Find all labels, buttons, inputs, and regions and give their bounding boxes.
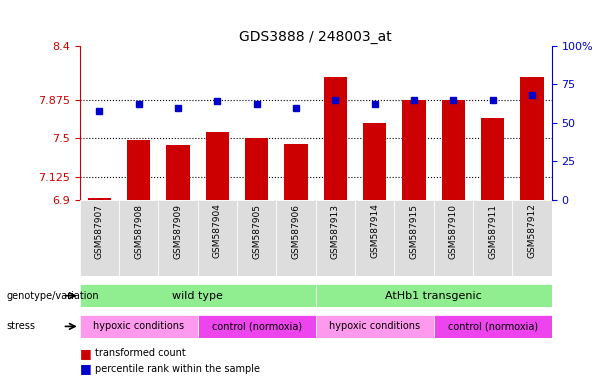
Text: ■: ■: [80, 347, 91, 360]
Bar: [481, 118, 504, 200]
FancyBboxPatch shape: [119, 200, 158, 276]
Text: stress: stress: [6, 321, 35, 331]
Bar: [88, 198, 111, 200]
FancyBboxPatch shape: [512, 200, 552, 276]
Bar: [441, 100, 465, 200]
FancyBboxPatch shape: [473, 200, 512, 276]
Text: GSM587914: GSM587914: [370, 204, 379, 258]
Bar: [520, 77, 544, 200]
FancyBboxPatch shape: [434, 200, 473, 276]
Bar: [166, 146, 190, 200]
FancyBboxPatch shape: [158, 200, 197, 276]
FancyBboxPatch shape: [316, 200, 355, 276]
Text: control (normoxia): control (normoxia): [447, 321, 538, 331]
FancyBboxPatch shape: [355, 200, 394, 276]
FancyBboxPatch shape: [80, 315, 197, 338]
FancyBboxPatch shape: [316, 315, 434, 338]
Text: genotype/variation: genotype/variation: [6, 291, 99, 301]
Bar: [284, 144, 308, 200]
Text: wild type: wild type: [172, 291, 223, 301]
Text: hypoxic conditions: hypoxic conditions: [93, 321, 185, 331]
Text: GSM587907: GSM587907: [95, 204, 104, 258]
Text: GSM587909: GSM587909: [173, 204, 183, 258]
Text: GSM587913: GSM587913: [331, 204, 340, 258]
Text: GSM587908: GSM587908: [134, 204, 143, 258]
Text: percentile rank within the sample: percentile rank within the sample: [95, 364, 260, 374]
Bar: [402, 100, 426, 200]
Text: ■: ■: [80, 362, 91, 375]
Text: GSM587905: GSM587905: [252, 204, 261, 258]
Text: control (normoxia): control (normoxia): [211, 321, 302, 331]
FancyBboxPatch shape: [80, 284, 316, 307]
Text: GSM587910: GSM587910: [449, 204, 458, 258]
Bar: [127, 140, 151, 200]
Bar: [245, 138, 268, 200]
Text: GSM587906: GSM587906: [292, 204, 300, 258]
Text: GSM587912: GSM587912: [528, 204, 536, 258]
FancyBboxPatch shape: [394, 200, 434, 276]
FancyBboxPatch shape: [237, 200, 276, 276]
Text: AtHb1 transgenic: AtHb1 transgenic: [386, 291, 482, 301]
FancyBboxPatch shape: [80, 200, 119, 276]
Text: hypoxic conditions: hypoxic conditions: [329, 321, 421, 331]
Text: GSM587915: GSM587915: [409, 204, 419, 258]
Text: GSM587911: GSM587911: [488, 204, 497, 258]
FancyBboxPatch shape: [197, 200, 237, 276]
FancyBboxPatch shape: [276, 200, 316, 276]
Text: GSM587904: GSM587904: [213, 204, 222, 258]
Bar: [363, 123, 387, 200]
Bar: [324, 77, 347, 200]
Text: transformed count: transformed count: [95, 348, 186, 358]
Bar: [205, 132, 229, 200]
FancyBboxPatch shape: [434, 315, 552, 338]
FancyBboxPatch shape: [316, 284, 552, 307]
FancyBboxPatch shape: [197, 315, 316, 338]
Title: GDS3888 / 248003_at: GDS3888 / 248003_at: [239, 30, 392, 44]
